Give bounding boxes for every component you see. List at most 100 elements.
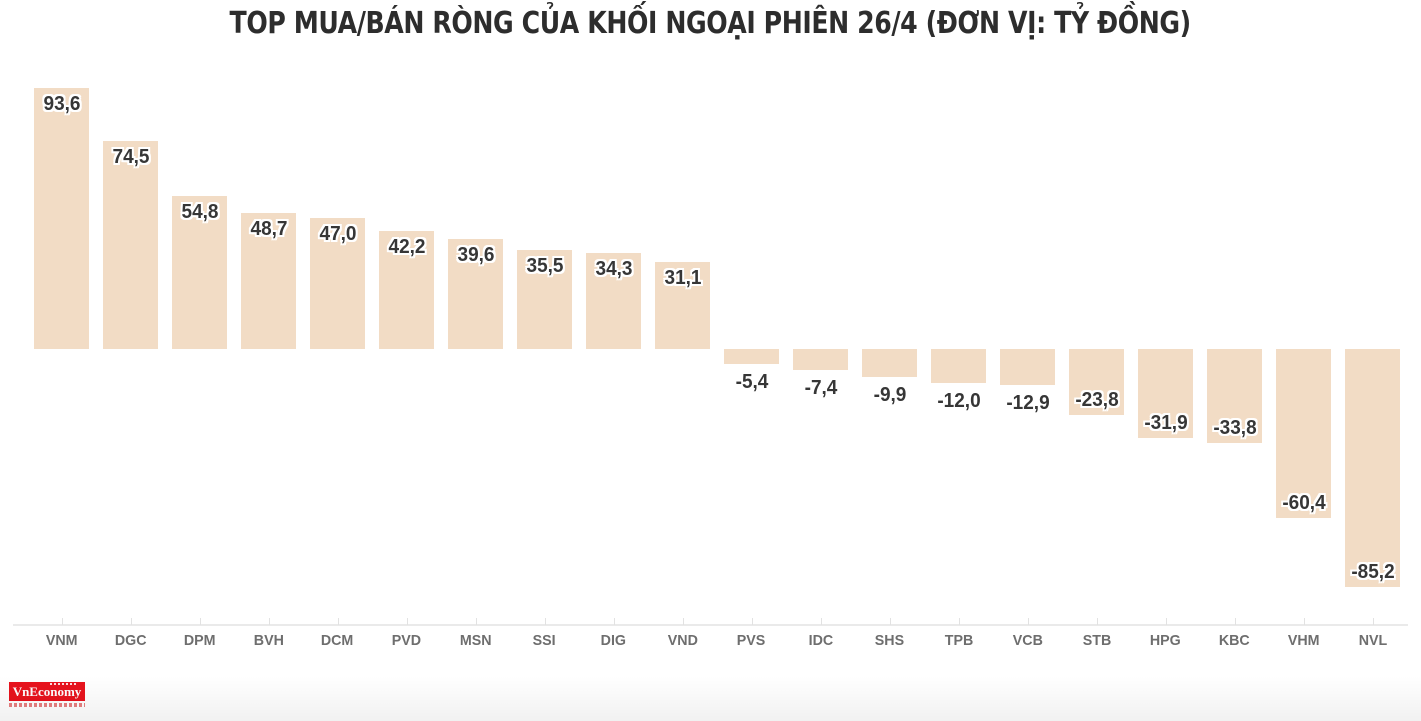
bar-cell-DGC: 74,5 xyxy=(96,60,165,627)
bar-value-label-DGC: 74,5 xyxy=(112,146,149,169)
x-axis-label-DGC: DGC xyxy=(114,632,147,649)
x-axis-label-NVL: NVL xyxy=(1358,632,1387,649)
bar-SHS xyxy=(861,349,918,377)
axis-tick xyxy=(820,618,822,625)
bar-value-label-VHM: -60,4 xyxy=(1281,491,1326,514)
axis-tick xyxy=(958,618,960,625)
bar-SSI xyxy=(516,250,573,349)
x-axis-cell-VNM: VNM xyxy=(27,610,96,660)
axis-tick xyxy=(337,618,339,625)
bottom-fade xyxy=(0,676,1421,721)
x-axis-label-VCB: VCB xyxy=(1012,632,1043,649)
x-axis-cell-VND: VND xyxy=(648,610,717,660)
x-axis-cell-VCB: VCB xyxy=(993,610,1062,660)
bar-HPG xyxy=(1137,349,1194,438)
axis-tick xyxy=(199,618,201,625)
bar-value-label-TPB: -12,0 xyxy=(936,389,981,412)
chart-title-text: TOP MUA/BÁN RÒNG CỦA KHỐI NGOẠI PHIÊN 26… xyxy=(229,6,1192,41)
axis-tick xyxy=(1372,618,1374,625)
bar-cell-IDC: -7,4 xyxy=(786,60,855,627)
axis-tick xyxy=(1234,618,1236,625)
bar-IDC xyxy=(792,349,849,370)
bar-value-label-PVS: -5,4 xyxy=(735,371,768,394)
x-axis-cell-DPM: DPM xyxy=(165,610,234,660)
bar-value-label-VCB: -12,9 xyxy=(1005,392,1050,414)
bar-STB xyxy=(1068,349,1125,416)
bar-cell-MSN: 39,6 xyxy=(441,60,510,627)
axis-tick xyxy=(889,618,891,625)
axis-tick xyxy=(268,618,270,625)
bar-value-label-SSI: 35,5 xyxy=(526,255,563,277)
bar-cell-DPM: 54,8 xyxy=(165,60,234,627)
bar-value-label-KBC: -33,8 xyxy=(1212,417,1257,440)
axis-tick xyxy=(1303,618,1305,625)
bar-MSN xyxy=(447,238,504,349)
x-axis-label-DPM: DPM xyxy=(183,632,216,649)
bar-value-label-DCM: 47,0 xyxy=(319,222,356,245)
bar-cell-DCM: 47,0 xyxy=(303,60,372,627)
axis-tick xyxy=(406,618,408,625)
x-axis-cell-KBC: KBC xyxy=(1200,610,1269,660)
x-axis-label-BVH: BVH xyxy=(253,632,284,649)
bar-cell-BVH: 48,7 xyxy=(234,60,303,627)
bar-value-label-STB: -23,8 xyxy=(1074,389,1119,412)
bar-cell-VHM: -60,4 xyxy=(1269,60,1338,627)
x-axis-label-MSN: MSN xyxy=(459,632,492,649)
bar-cell-VND: 31,1 xyxy=(648,60,717,627)
bar-value-label-DPM: 54,8 xyxy=(181,201,218,224)
x-axis-label-VHM: VHM xyxy=(1287,632,1320,649)
bar-NVL xyxy=(1344,349,1401,587)
logo-tagline xyxy=(9,703,85,707)
bar-value-label-VNM: 93,6 xyxy=(43,92,80,115)
bar-cell-SSI: 35,5 xyxy=(510,60,579,627)
axis-tick xyxy=(130,618,132,625)
axis-tick xyxy=(61,618,63,625)
bar-VHM xyxy=(1275,349,1332,518)
bar-value-label-MSN: 39,6 xyxy=(457,243,494,266)
axis-tick xyxy=(1027,618,1029,625)
x-axis-label-IDC: IDC xyxy=(808,632,833,649)
bar-value-label-NVL: -85,2 xyxy=(1350,560,1395,583)
chart-title: TOP MUA/BÁN RÒNG CỦA KHỐI NGOẠI PHIÊN 26… xyxy=(0,6,1421,41)
x-axis-label-KBC: KBC xyxy=(1219,632,1250,649)
bar-TPB xyxy=(930,349,987,383)
x-axis-line xyxy=(13,624,1408,626)
axis-tick xyxy=(613,618,615,625)
bar-value-label-HPG: -31,9 xyxy=(1143,412,1188,434)
bar-DPM xyxy=(171,196,228,349)
axis-tick xyxy=(751,618,753,625)
bar-value-label-IDC: -7,4 xyxy=(804,376,837,399)
x-axis-cell-SHS: SHS xyxy=(855,610,924,660)
bar-PVD xyxy=(378,231,435,349)
x-axis-cell-PVS: PVS xyxy=(717,610,786,660)
bar-cell-VNM: 93,6 xyxy=(27,60,96,627)
bar-PVS xyxy=(723,349,780,365)
bar-cell-VCB: -12,9 xyxy=(993,60,1062,627)
bar-cell-KBC: -33,8 xyxy=(1200,60,1269,627)
x-axis-cell-PVD: PVD xyxy=(372,610,441,660)
x-axis-label-DIG: DIG xyxy=(600,632,627,649)
bar-cell-NVL: -85,2 xyxy=(1338,60,1407,627)
x-axis-cell-DGC: DGC xyxy=(96,610,165,660)
bar-value-label-PVD: 42,2 xyxy=(388,236,425,259)
x-axis-cell-DIG: DIG xyxy=(579,610,648,660)
vneconomy-logo-box: VnEconomy xyxy=(9,682,85,701)
axis-tick xyxy=(475,618,477,625)
bar-VCB xyxy=(999,349,1056,385)
x-axis-cell-DCM: DCM xyxy=(303,610,372,660)
bar-VNM xyxy=(33,87,90,349)
bar-KBC xyxy=(1206,349,1263,444)
x-axis-cell-BVH: BVH xyxy=(234,610,303,660)
x-axis-label-PVS: PVS xyxy=(737,632,766,649)
axis-tick xyxy=(544,618,546,625)
vneconomy-logo-text: VnEconomy xyxy=(12,684,82,699)
bar-BVH xyxy=(240,213,297,349)
x-axis-cell-TPB: TPB xyxy=(924,610,993,660)
vneconomy-logo: VnEconomy xyxy=(9,682,85,707)
bar-DCM xyxy=(309,217,366,349)
bar-DGC xyxy=(102,141,159,349)
x-axis-cell-STB: STB xyxy=(1062,610,1131,660)
x-axis-labels: VNM DGC DPM BVH DCM PVD MSN SSI DIG VND PVS IDC SHS T… xyxy=(27,610,1407,660)
x-axis-label-SSI: SSI xyxy=(533,632,556,649)
